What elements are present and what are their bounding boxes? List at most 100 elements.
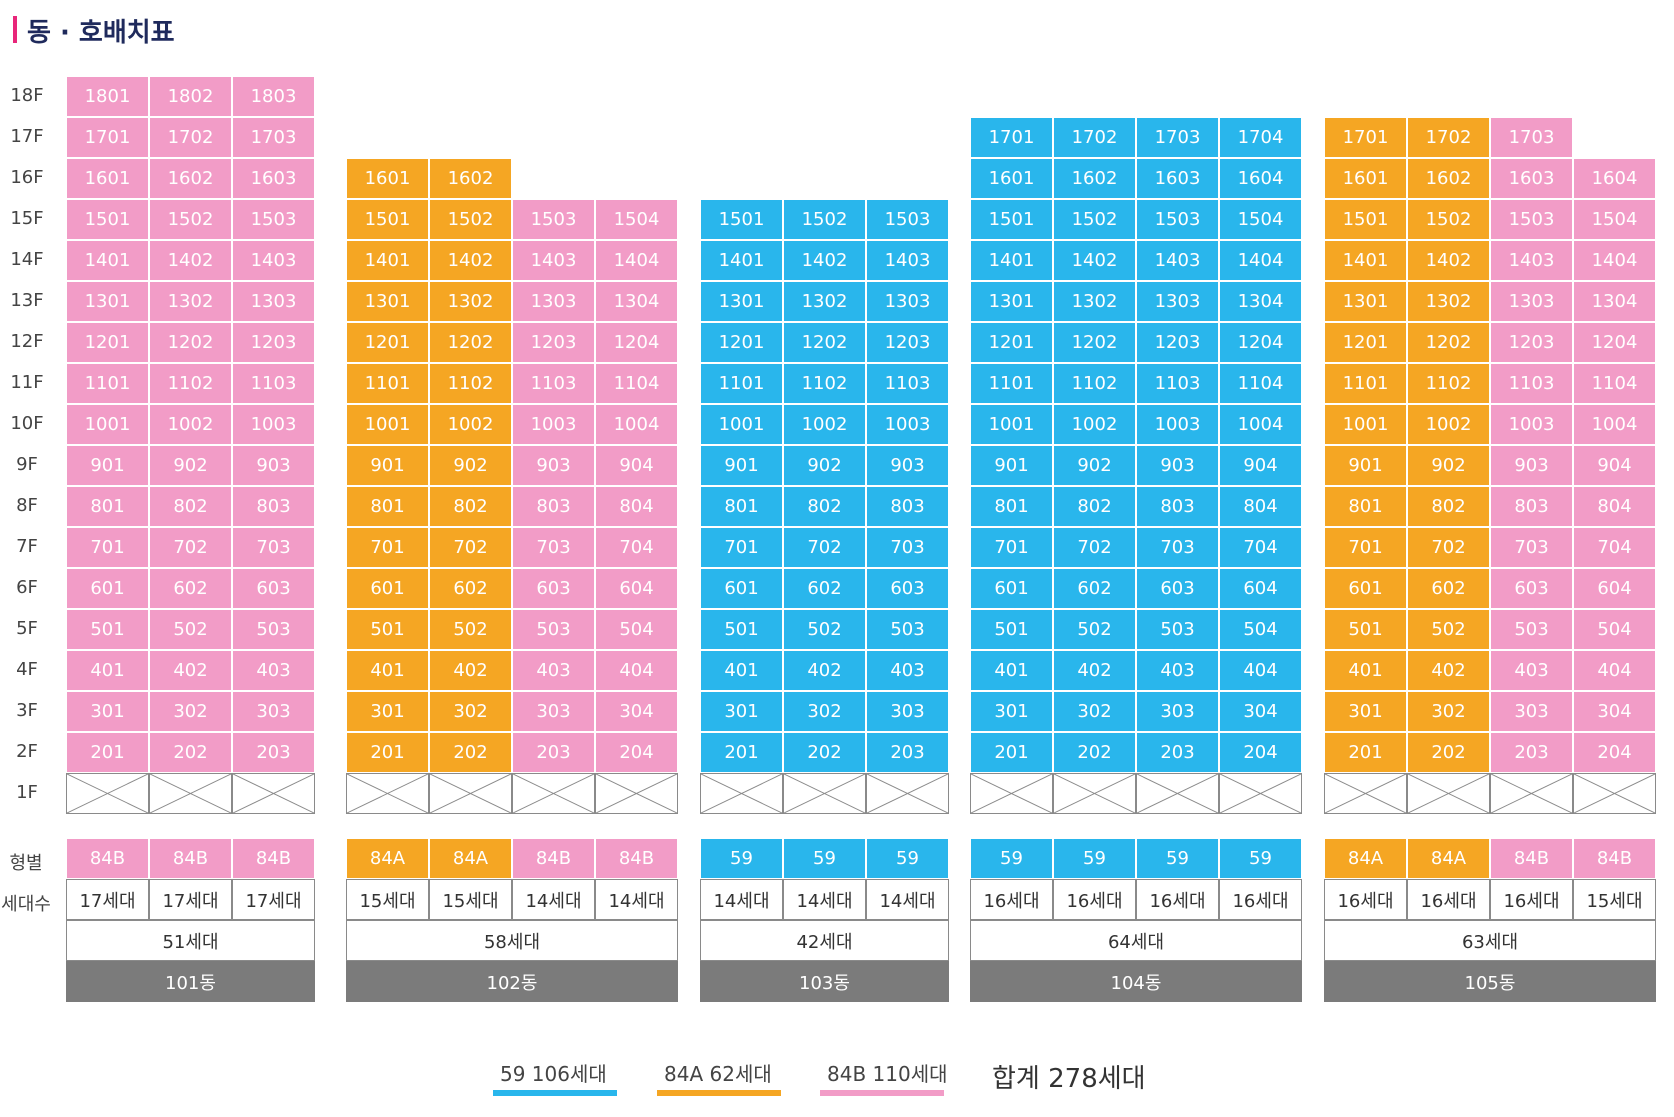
unit-cell: 1202 (429, 322, 512, 363)
unit-cell: 804 (1219, 486, 1302, 527)
household-count-cell: 16세대 (1407, 879, 1490, 920)
legend-color-bar (657, 1090, 781, 1096)
unit-cell: 303 (1490, 691, 1573, 732)
household-count-cell: 15세대 (346, 879, 429, 920)
unit-cell: 1702 (1407, 117, 1490, 158)
unit-cell: 1203 (512, 322, 595, 363)
unit-cell: 1403 (866, 240, 949, 281)
unit-cell: 704 (1219, 527, 1302, 568)
unit-cell: 1502 (783, 199, 866, 240)
unit-cell: 802 (149, 486, 232, 527)
unit-cell: 1703 (1136, 117, 1219, 158)
unit-cell: 501 (1324, 609, 1407, 650)
household-count-cell: 14세대 (512, 879, 595, 920)
unit-type-cell: 84B (595, 838, 678, 879)
unit-cell: 401 (66, 650, 149, 691)
unit-cell: 501 (970, 609, 1053, 650)
pilotis-cell (232, 773, 315, 814)
unit-cell: 1502 (429, 199, 512, 240)
household-count-cell: 14세대 (783, 879, 866, 920)
unit-cell: 1001 (970, 404, 1053, 445)
unit-cell: 501 (346, 609, 429, 650)
unit-cell: 302 (1053, 691, 1136, 732)
unit-cell: 1701 (970, 117, 1053, 158)
unit-cell: 404 (1573, 650, 1656, 691)
floor-label: 13F (10, 290, 44, 311)
unit-cell: 1504 (1573, 199, 1656, 240)
unit-cell: 1101 (66, 363, 149, 404)
household-count-cell: 17세대 (66, 879, 149, 920)
household-count-cell: 16세대 (1053, 879, 1136, 920)
unit-cell: 1002 (429, 404, 512, 445)
unit-cell: 303 (866, 691, 949, 732)
unit-cell: 1503 (1136, 199, 1219, 240)
unit-cell: 901 (700, 445, 783, 486)
floor-label: 18F (10, 85, 44, 106)
unit-cell: 503 (512, 609, 595, 650)
unit-cell: 803 (232, 486, 315, 527)
unit-cell: 1001 (1324, 404, 1407, 445)
building-total: 42세대 (700, 920, 949, 961)
legend-color-bar (493, 1090, 617, 1096)
pilotis-cell (1407, 773, 1490, 814)
unit-type-cell: 84A (429, 838, 512, 879)
unit-cell: 701 (1324, 527, 1407, 568)
unit-cell: 1702 (1053, 117, 1136, 158)
unit-cell: 1104 (1573, 363, 1656, 404)
unit-cell: 1303 (1136, 281, 1219, 322)
unit-cell: 1403 (232, 240, 315, 281)
unit-cell: 204 (1573, 732, 1656, 773)
unit-cell: 702 (149, 527, 232, 568)
unit-cell: 1603 (232, 158, 315, 199)
unit-cell: 1401 (1324, 240, 1407, 281)
pilotis-cell (149, 773, 232, 814)
unit-cell: 402 (149, 650, 232, 691)
unit-cell: 804 (1573, 486, 1656, 527)
unit-cell: 1303 (866, 281, 949, 322)
unit-cell: 1802 (149, 76, 232, 117)
unit-type-cell: 84A (346, 838, 429, 879)
unit-cell: 401 (346, 650, 429, 691)
unit-cell: 1202 (783, 322, 866, 363)
unit-cell: 701 (346, 527, 429, 568)
unit-cell: 503 (232, 609, 315, 650)
building-name: 104동 (970, 961, 1302, 1002)
unit-cell: 1504 (595, 199, 678, 240)
unit-cell: 202 (783, 732, 866, 773)
unit-cell: 1803 (232, 76, 315, 117)
unit-cell: 202 (1407, 732, 1490, 773)
unit-type-cell: 59 (1136, 838, 1219, 879)
unit-cell: 603 (232, 568, 315, 609)
unit-cell: 203 (232, 732, 315, 773)
unit-type-cell: 84A (1407, 838, 1490, 879)
unit-cell: 1001 (66, 404, 149, 445)
grand-total: 합계 278세대 (992, 1064, 1146, 1094)
unit-cell: 802 (783, 486, 866, 527)
unit-cell: 1402 (783, 240, 866, 281)
unit-cell: 201 (346, 732, 429, 773)
unit-cell: 1404 (595, 240, 678, 281)
household-count-cell: 17세대 (149, 879, 232, 920)
unit-cell: 803 (866, 486, 949, 527)
unit-cell: 1004 (595, 404, 678, 445)
unit-cell: 1401 (700, 240, 783, 281)
unit-cell: 1003 (232, 404, 315, 445)
unit-cell: 601 (1324, 568, 1407, 609)
unit-cell: 1102 (1053, 363, 1136, 404)
unit-cell: 202 (1053, 732, 1136, 773)
floor-label: 1F (16, 782, 38, 803)
unit-cell: 403 (1136, 650, 1219, 691)
building-name: 103동 (700, 961, 949, 1002)
unit-cell: 1001 (346, 404, 429, 445)
unit-cell: 603 (512, 568, 595, 609)
unit-cell: 1201 (1324, 322, 1407, 363)
unit-cell: 1403 (512, 240, 595, 281)
floor-label: 3F (16, 700, 38, 721)
floor-label: 8F (16, 495, 38, 516)
floor-label: 10F (10, 413, 44, 434)
unit-cell: 604 (595, 568, 678, 609)
legend-label: 84A 62세대 (664, 1062, 772, 1086)
floor-label: 5F (16, 618, 38, 639)
unit-cell: 902 (1053, 445, 1136, 486)
pilotis-cell (866, 773, 949, 814)
